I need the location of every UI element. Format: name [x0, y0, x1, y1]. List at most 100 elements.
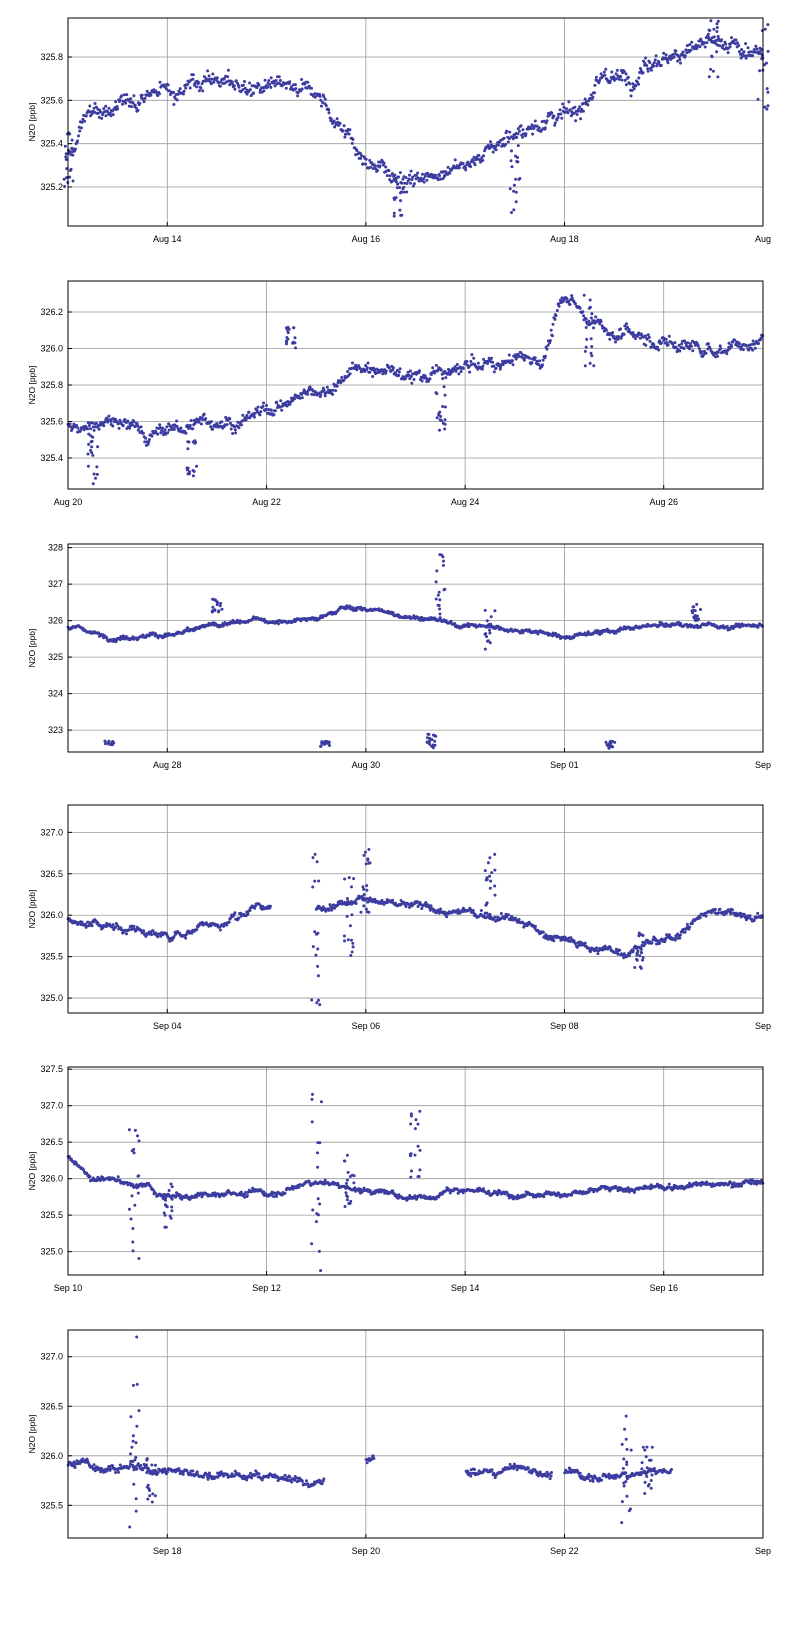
data-point	[362, 904, 366, 908]
data-point	[364, 162, 368, 166]
data-point	[342, 934, 346, 938]
data-point	[562, 105, 566, 109]
data-point	[486, 861, 490, 865]
data-point	[466, 160, 470, 164]
data-point	[315, 1001, 319, 1005]
data-point	[578, 105, 582, 109]
data-point	[402, 190, 406, 194]
x-tick-label: Aug 20	[54, 497, 83, 507]
data-point	[632, 87, 636, 91]
data-point	[464, 168, 468, 172]
data-point	[443, 427, 447, 431]
x-tick-label: Aug 22	[252, 497, 281, 507]
data-point	[483, 632, 487, 636]
data-point	[582, 293, 586, 297]
data-point	[300, 87, 304, 91]
data-point	[640, 951, 644, 955]
data-point	[213, 608, 217, 612]
data-point	[521, 353, 525, 357]
data-point	[248, 81, 252, 85]
data-point	[406, 370, 410, 374]
data-point	[172, 428, 176, 431]
data-point	[622, 952, 626, 956]
data-point	[439, 414, 443, 418]
data-point	[248, 909, 252, 912]
data-point	[438, 607, 442, 611]
data-series	[66, 293, 765, 486]
data-point	[485, 902, 489, 906]
data-point	[434, 391, 438, 395]
data-point	[428, 736, 432, 740]
data-point	[584, 345, 588, 349]
data-point	[103, 739, 107, 743]
data-point	[657, 61, 661, 65]
data-point	[233, 87, 237, 91]
data-point	[118, 418, 122, 422]
data-point	[390, 172, 394, 176]
data-point	[546, 937, 550, 941]
data-point	[350, 950, 354, 954]
data-point	[323, 1178, 327, 1182]
data-point	[444, 376, 448, 380]
data-point	[646, 69, 650, 73]
data-point	[97, 115, 101, 119]
data-point	[704, 914, 708, 918]
data-point	[129, 97, 133, 101]
data-point	[241, 413, 245, 417]
data-point	[626, 75, 630, 79]
data-point	[164, 87, 168, 91]
data-point	[673, 938, 677, 942]
data-point	[690, 922, 694, 925]
data-point	[319, 98, 323, 102]
data-point	[364, 364, 368, 367]
data-point	[716, 350, 720, 354]
data-point	[716, 354, 719, 358]
data-point	[438, 612, 442, 616]
data-point	[280, 408, 284, 412]
data-point	[693, 343, 697, 347]
data-point	[467, 365, 471, 368]
data-point	[320, 104, 323, 108]
data-point	[430, 738, 434, 742]
data-point	[199, 86, 203, 90]
data-point	[441, 421, 445, 425]
data-point	[615, 68, 619, 72]
data-point	[697, 617, 701, 621]
data-point	[567, 299, 571, 303]
data-point	[141, 431, 145, 435]
data-point	[507, 353, 511, 357]
data-point	[405, 190, 409, 194]
data-point	[595, 946, 598, 950]
data-point	[294, 83, 297, 87]
data-point	[626, 1186, 630, 1190]
data-point	[439, 368, 443, 372]
x-tick-label: Sep 06	[352, 1021, 381, 1031]
data-point	[306, 80, 310, 84]
data-point	[312, 393, 316, 397]
data-point	[441, 555, 445, 559]
data-point	[366, 857, 370, 861]
data-point	[749, 1182, 753, 1186]
data-point	[689, 344, 693, 348]
data-point	[162, 430, 166, 434]
data-point	[419, 176, 423, 180]
data-point	[678, 936, 682, 940]
data-point	[598, 79, 601, 83]
data-point	[371, 167, 375, 170]
data-point	[346, 938, 350, 942]
data-point	[390, 180, 394, 183]
data-point	[654, 54, 658, 58]
data-point	[318, 94, 322, 98]
data-point	[482, 357, 485, 361]
data-point	[695, 602, 699, 606]
data-point	[511, 363, 515, 367]
data-point	[111, 923, 115, 927]
data-point	[385, 174, 389, 178]
data-point	[494, 148, 498, 152]
data-point	[499, 365, 502, 369]
data-point	[296, 94, 300, 98]
data-point	[348, 924, 352, 928]
y-tick-label: 325	[48, 652, 63, 662]
data-point	[430, 371, 434, 375]
data-point	[177, 89, 181, 93]
